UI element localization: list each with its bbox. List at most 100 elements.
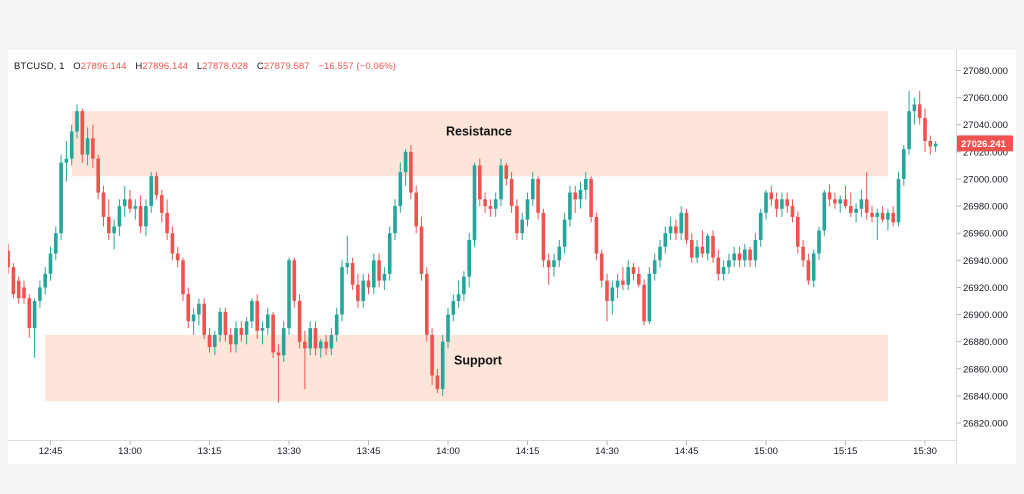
candle xyxy=(372,253,376,295)
candle-body xyxy=(674,226,678,234)
candle-body xyxy=(663,233,668,247)
candle-body xyxy=(303,341,307,349)
candle-body xyxy=(880,212,885,220)
candle xyxy=(138,195,143,234)
candle xyxy=(615,273,620,299)
candle xyxy=(234,321,238,353)
time-tick-label: 14:45 xyxy=(675,446,699,457)
candle xyxy=(705,233,710,261)
candle-body xyxy=(234,328,238,345)
symbol-label: BTCUSD, 1 xyxy=(14,61,65,72)
candle xyxy=(774,192,779,217)
candle-body xyxy=(409,151,413,193)
candle xyxy=(780,192,784,217)
candle xyxy=(562,212,567,254)
candle xyxy=(414,185,418,234)
time-tick-label: 15:30 xyxy=(913,446,937,457)
candle xyxy=(75,104,79,139)
candle-body xyxy=(790,206,795,217)
candle xyxy=(149,172,153,213)
candle xyxy=(483,192,487,213)
candle xyxy=(854,203,858,223)
candle-body xyxy=(207,334,212,348)
support-label: Support xyxy=(454,354,503,368)
candle-body xyxy=(419,226,424,274)
candlestick-chart[interactable]: 27080.000 27060.000 27040.000 27020.000 2700… xyxy=(8,50,1016,464)
candle xyxy=(16,276,21,304)
candle-body xyxy=(488,206,493,209)
candle-body xyxy=(854,208,858,213)
candle xyxy=(525,192,530,227)
candle-body xyxy=(170,233,175,254)
candle xyxy=(271,311,275,358)
candle-body xyxy=(525,199,530,220)
time-tick-label: 15:00 xyxy=(754,446,778,457)
candle xyxy=(308,321,312,356)
candle xyxy=(859,189,864,217)
candle-body xyxy=(478,165,482,200)
candle xyxy=(223,307,228,342)
candle-body xyxy=(568,192,572,220)
candle-body xyxy=(197,303,201,315)
candle-body xyxy=(711,235,715,258)
price-tick-label: 26960.000 xyxy=(963,229,1008,240)
candle-body xyxy=(838,199,842,204)
candle xyxy=(679,206,683,240)
candle-body xyxy=(403,151,408,173)
candle xyxy=(27,294,32,338)
candle xyxy=(107,199,111,240)
candle-body xyxy=(85,138,90,155)
candle-body xyxy=(705,235,710,254)
candle xyxy=(467,233,471,288)
close-value: 27879.587 xyxy=(263,61,310,72)
candle xyxy=(652,253,657,281)
candle xyxy=(43,267,47,295)
candle xyxy=(350,257,355,291)
candle xyxy=(144,199,148,236)
candle-body xyxy=(350,263,355,285)
candle xyxy=(213,330,217,356)
candle xyxy=(849,192,853,217)
candle xyxy=(594,212,599,261)
candle-body xyxy=(515,206,519,234)
candle-body xyxy=(917,104,922,118)
candle xyxy=(727,253,731,274)
candle-body xyxy=(160,195,164,213)
candle xyxy=(472,162,477,247)
candle-body xyxy=(377,260,381,281)
low-label: L xyxy=(196,61,203,72)
candle-body xyxy=(626,267,630,285)
candle xyxy=(32,298,37,358)
candle-body xyxy=(228,334,233,345)
candle-body xyxy=(446,314,450,342)
candle xyxy=(462,271,466,301)
candle xyxy=(870,206,874,223)
candle-body xyxy=(313,328,318,349)
candle-body xyxy=(870,212,874,217)
time-tick-label: 14:30 xyxy=(595,446,619,457)
candle xyxy=(228,328,233,353)
candle xyxy=(806,253,811,285)
candle xyxy=(80,108,85,163)
candle-body xyxy=(822,192,827,231)
candle xyxy=(207,328,212,353)
candle-body xyxy=(811,253,816,281)
candle xyxy=(690,233,694,264)
candle-body xyxy=(743,249,747,261)
candle xyxy=(276,344,281,403)
candle-body xyxy=(727,260,731,268)
candle-body xyxy=(96,158,100,193)
candle xyxy=(128,189,132,213)
candle xyxy=(419,216,424,281)
candle-body xyxy=(122,199,127,207)
candle-body xyxy=(69,131,74,159)
candle xyxy=(599,249,604,288)
low-value: 27878.028 xyxy=(202,61,249,72)
candle xyxy=(409,145,413,200)
candle xyxy=(175,246,180,268)
close-label: C xyxy=(256,61,264,72)
candle xyxy=(684,208,689,245)
price-tick-label: 26820.000 xyxy=(963,419,1008,430)
candle-body xyxy=(149,176,153,207)
candle xyxy=(345,235,350,274)
